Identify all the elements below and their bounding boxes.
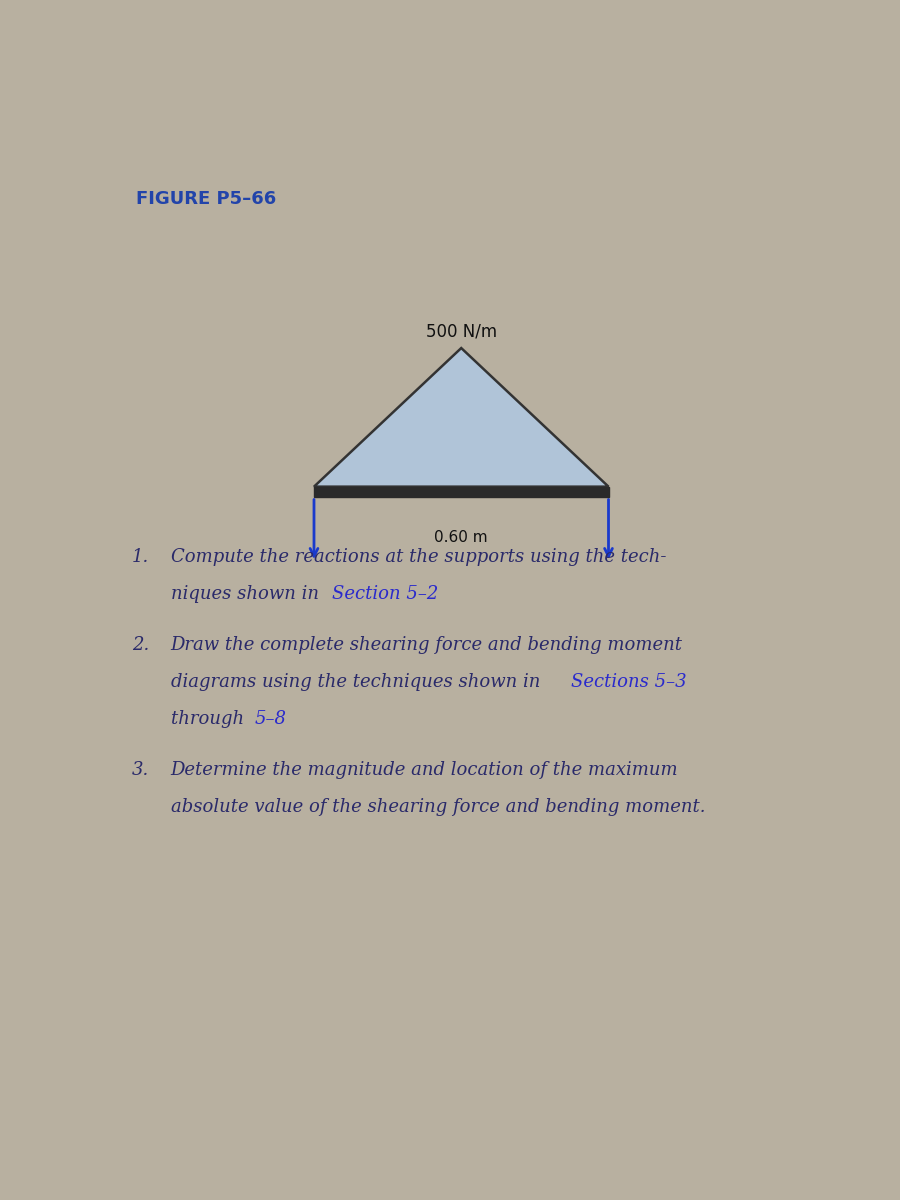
Text: absolute value of the shearing force and bending moment.: absolute value of the shearing force and… [171,798,705,816]
Text: Section 5–2: Section 5–2 [332,586,438,604]
Text: diagrams using the techniques shown in: diagrams using the techniques shown in [171,673,545,691]
Text: Compute the reactions at the supports using the tech-: Compute the reactions at the supports us… [171,548,666,566]
Text: FIGURE P5–66: FIGURE P5–66 [136,190,276,208]
Text: through: through [171,710,249,728]
Polygon shape [314,348,608,487]
Text: 1.: 1. [132,548,149,566]
Text: 5–8: 5–8 [255,710,286,728]
Text: niques shown in: niques shown in [171,586,324,604]
Bar [314,487,608,497]
Text: 0.60 m: 0.60 m [435,529,488,545]
Text: Draw the complete shearing force and bending moment: Draw the complete shearing force and ben… [171,636,682,654]
Text: Determine the magnitude and location of the maximum: Determine the magnitude and location of … [171,761,679,779]
Text: Sections 5–3: Sections 5–3 [571,673,686,691]
Text: 3.: 3. [132,761,149,779]
Text: 2.: 2. [132,636,149,654]
Text: 500 N/m: 500 N/m [426,323,497,341]
